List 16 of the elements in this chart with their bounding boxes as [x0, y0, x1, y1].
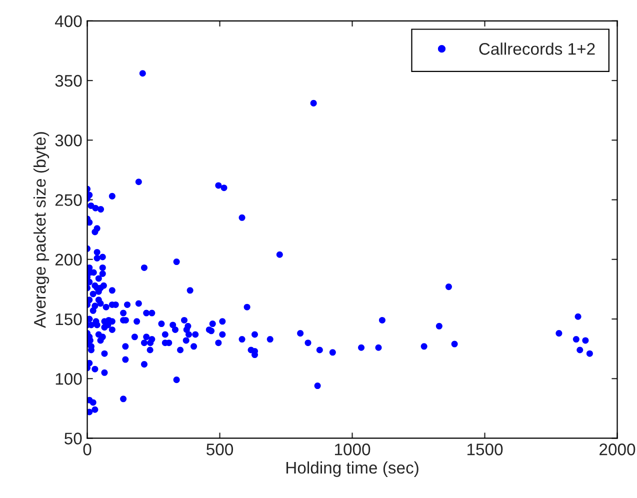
x-axis-title: Holding time (sec) [286, 461, 418, 477]
x-tick-label: 1500 [467, 444, 503, 456]
y-tick-label: 300 [55, 134, 82, 146]
y-tick-label: 400 [54, 15, 82, 28]
x-tick-label: 2000 [600, 444, 636, 456]
x-tick-label: 1000 [334, 444, 370, 456]
y-tick-label: 350 [55, 74, 82, 87]
x-tick-label: 500 [206, 444, 234, 456]
y-tick-label: 50 [64, 432, 82, 444]
y-axis-title: Average packet size (byte) [34, 132, 50, 328]
y-tick-label: 250 [55, 194, 82, 206]
y-tick-label: 200 [55, 254, 82, 266]
y-tick-label: 150 [56, 313, 82, 326]
y-tick-label: 100 [56, 373, 82, 385]
x-tick-label: 0 [83, 444, 92, 456]
legend-label: Callrecords 1+2 [479, 42, 595, 55]
